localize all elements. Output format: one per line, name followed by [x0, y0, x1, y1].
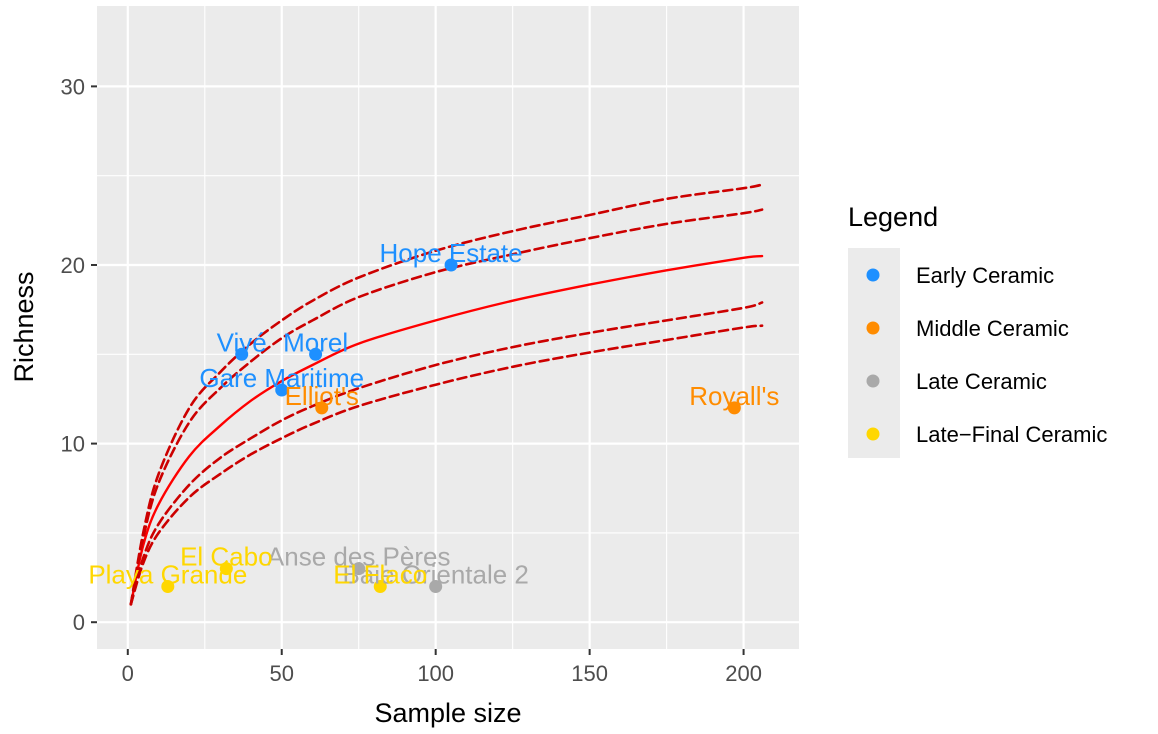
- point-label: Playa Grande: [88, 559, 247, 589]
- legend-key: [866, 374, 880, 388]
- plot-panel: [97, 6, 799, 649]
- grid-lines: [97, 6, 799, 649]
- rarefaction-curve-ci: [129, 324, 764, 606]
- data-point: [727, 401, 741, 415]
- legend-label: Late Ceramic: [916, 369, 1047, 394]
- data-point: [444, 258, 458, 272]
- rarefaction-curve-ci: [129, 183, 764, 606]
- x-tick-label: 50: [269, 661, 293, 686]
- legend-label: Late−Final Ceramic: [916, 422, 1107, 447]
- data-point: [309, 347, 323, 361]
- data-point: [219, 562, 233, 576]
- data-point: [275, 383, 289, 397]
- point-label: Baie Orientale 2: [342, 559, 528, 589]
- legend-key: [866, 268, 880, 282]
- data-points: [161, 258, 741, 593]
- legend-entries: Early Ceramic Middle Ceramic Late Ceramic L…: [866, 263, 1107, 447]
- legend-title: Legend: [848, 202, 938, 232]
- legend-key: [866, 427, 880, 441]
- y-tick-label: 30: [61, 74, 85, 99]
- point-label: Elliot's: [285, 381, 359, 411]
- y-tick-label: 10: [61, 432, 85, 457]
- y-axis-title: Richness: [9, 271, 39, 382]
- data-point: [352, 562, 366, 576]
- x-axis-title: Sample size: [374, 698, 521, 728]
- point-label: Hope Estate: [380, 238, 523, 268]
- x-tick-label: 150: [571, 661, 608, 686]
- axes: 0 50 100 150 200 0 10 20 30: [61, 74, 762, 686]
- legend-label: Early Ceramic: [916, 263, 1054, 288]
- x-tick-label: 100: [417, 661, 454, 686]
- legend-key: [866, 321, 880, 335]
- point-label: Vivé: [217, 327, 267, 357]
- point-labels: Hope Estate Vivé Morel Gare MaritimeElliot'…: [88, 238, 779, 589]
- legend-key-background: [848, 248, 900, 458]
- x-tick-label: 0: [122, 661, 134, 686]
- legend-label: Middle Ceramic: [916, 316, 1069, 341]
- point-label: El Flaco: [333, 559, 427, 589]
- data-point: [161, 579, 175, 593]
- data-point: [315, 401, 329, 415]
- point-label: Gare Maritime: [199, 363, 364, 393]
- y-tick-label: 0: [73, 610, 85, 635]
- point-label: Morel: [283, 327, 348, 357]
- legend: Legend Early Ceramic Middle Ceramic Late C…: [848, 202, 1107, 458]
- rarefaction-curve-ci: [129, 208, 764, 606]
- point-label: Royall's: [689, 381, 779, 411]
- data-point: [429, 579, 443, 593]
- rarefaction-curve-mean: [129, 254, 764, 606]
- data-point: [235, 347, 249, 361]
- data-point: [373, 579, 387, 593]
- point-label: Anse des Pères: [267, 542, 451, 572]
- y-tick-label: 20: [61, 253, 85, 278]
- point-label: El Cabo: [180, 542, 273, 572]
- x-tick-label: 200: [725, 661, 762, 686]
